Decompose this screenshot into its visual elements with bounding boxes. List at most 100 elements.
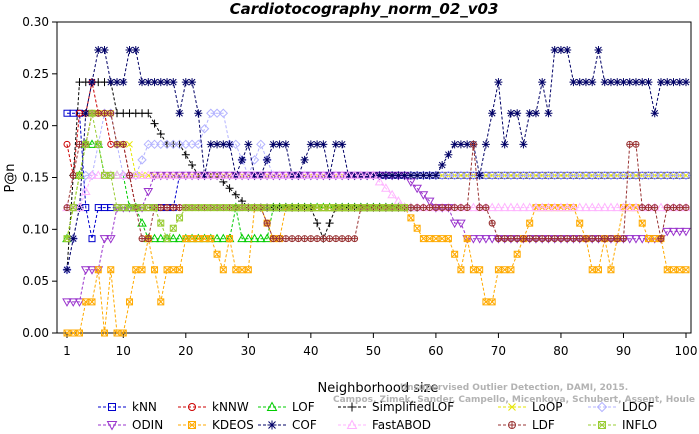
data-point <box>131 170 141 181</box>
data-point <box>499 202 510 212</box>
data-point <box>188 421 196 429</box>
data-point <box>230 170 241 179</box>
data-point <box>563 235 571 243</box>
data-point <box>244 140 253 149</box>
data-point <box>255 233 266 243</box>
data-point <box>563 45 572 54</box>
data-point <box>507 266 515 274</box>
data-point <box>581 78 590 87</box>
data-point <box>451 204 459 211</box>
data-point <box>156 78 165 87</box>
legend-label: SimplifiedLOF <box>372 400 454 414</box>
y-axis-ticks: 0.00 0.05 0.10 0.15 0.20 0.25 0.30 <box>22 15 57 340</box>
data-point <box>87 139 97 148</box>
y-tick-label: 0.30 <box>22 15 49 29</box>
data-point <box>306 140 315 149</box>
data-point <box>526 219 534 227</box>
data-point <box>156 129 165 138</box>
data-point <box>126 172 134 179</box>
data-point <box>401 204 409 212</box>
data-point <box>319 235 327 243</box>
data-point <box>612 202 623 212</box>
data-point <box>100 45 109 54</box>
data-point <box>596 401 608 413</box>
data-point <box>394 171 403 180</box>
data-point <box>332 235 340 243</box>
data-point <box>638 204 646 211</box>
data-point <box>631 202 641 212</box>
x-tick-label: 10 <box>116 344 131 358</box>
data-point <box>62 298 72 307</box>
data-point <box>600 78 609 87</box>
data-point <box>213 250 221 258</box>
data-point <box>600 170 610 181</box>
data-point <box>662 170 672 181</box>
data-point <box>88 109 96 117</box>
data-point <box>568 202 579 212</box>
data-point <box>107 171 115 179</box>
y-tick-label: 0.10 <box>22 222 49 236</box>
data-point <box>476 204 484 211</box>
data-point <box>512 170 522 181</box>
data-point <box>175 109 184 118</box>
data-point <box>188 161 197 170</box>
y-tick-label: 0.20 <box>22 119 49 133</box>
data-point <box>112 170 122 179</box>
data-point <box>663 204 671 211</box>
data-point <box>351 235 359 243</box>
legend-label: kNNW <box>212 400 249 414</box>
legend-item-kdeos: KDEOS <box>178 418 254 432</box>
data-point <box>193 139 204 150</box>
data-point <box>144 172 152 179</box>
legend-item-ldof: LDOF <box>588 400 654 414</box>
data-point <box>494 235 502 243</box>
data-point <box>63 140 71 148</box>
data-point <box>181 78 190 87</box>
data-point <box>574 202 585 212</box>
data-point <box>463 140 472 149</box>
data-point <box>81 109 90 118</box>
data-point <box>676 266 684 274</box>
data-point <box>137 170 147 179</box>
data-point <box>219 140 228 149</box>
x-tick-label: 1 <box>63 344 71 358</box>
data-point <box>444 150 453 159</box>
series-line <box>67 174 686 209</box>
data-point <box>119 78 128 87</box>
legend-label: LDF <box>532 418 555 432</box>
data-point <box>449 219 460 229</box>
data-point <box>125 45 134 54</box>
series-inflo <box>63 109 409 243</box>
data-point <box>469 140 477 148</box>
data-point <box>181 150 190 159</box>
data-point <box>549 202 560 212</box>
data-point <box>562 170 572 181</box>
data-point <box>113 140 121 148</box>
data-point <box>68 298 79 307</box>
data-point <box>93 170 104 179</box>
data-point <box>512 202 523 212</box>
data-point <box>574 170 585 181</box>
data-point <box>675 78 684 87</box>
data-point <box>526 235 534 243</box>
data-point <box>157 204 165 211</box>
data-point <box>188 403 196 411</box>
data-point <box>500 140 509 149</box>
data-point <box>656 78 665 87</box>
data-point <box>101 109 109 117</box>
data-point <box>551 235 559 243</box>
legend-item-inflo: INFLO <box>588 418 657 432</box>
data-point <box>643 170 654 181</box>
data-point <box>280 170 291 179</box>
data-point <box>346 419 358 429</box>
data-point <box>212 170 222 179</box>
data-point <box>106 78 115 87</box>
data-point <box>668 170 679 181</box>
data-point <box>369 171 378 180</box>
data-point <box>181 139 191 150</box>
data-point <box>118 170 128 181</box>
legend-label: INFLO <box>622 418 657 432</box>
data-point <box>425 171 434 180</box>
data-point <box>163 235 171 243</box>
data-point <box>550 45 559 54</box>
